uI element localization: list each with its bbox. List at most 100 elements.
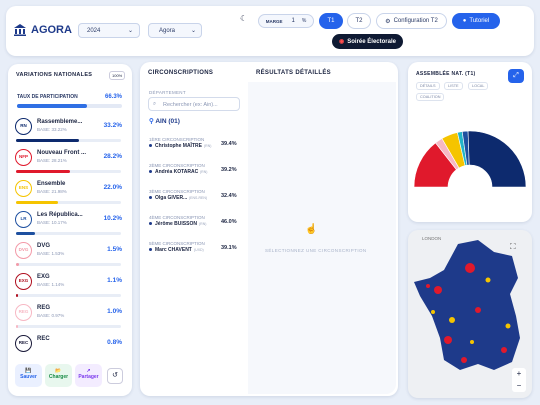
france: [414, 240, 520, 370]
party-base: BASE: 1.53%: [37, 251, 65, 256]
party-value: 28.2%: [103, 153, 122, 160]
search-box[interactable]: ⌕ Rechercher (ex: Ain)...: [148, 97, 240, 111]
party-logo: ENS: [15, 180, 32, 197]
party-track: [16, 294, 121, 297]
circ-name[interactable]: Christophe MAÎTRE: [155, 143, 202, 149]
party-name: Ensemble: [37, 181, 66, 187]
circ-label: 4ÈME CIRCONSCRIPTION: [149, 215, 205, 220]
circ-name[interactable]: Olga GIVER...: [155, 195, 188, 201]
party-value: 1.5%: [107, 246, 122, 253]
party-name: REG: [37, 305, 51, 311]
circ-label: 1ÈRE CIRCONSCRIPTION: [149, 137, 205, 142]
reset-button[interactable]: ↺: [107, 368, 123, 384]
action-button[interactable]: ↗ Partager: [75, 364, 102, 387]
party-track: [16, 201, 121, 204]
hemicycle: [413, 130, 527, 188]
party-logo: LR: [15, 211, 32, 228]
marge-value[interactable]: 1: [291, 18, 295, 24]
circ-dot: [149, 248, 152, 251]
circ-value: 39.2%: [221, 167, 237, 173]
search-icon: ⌕: [153, 101, 157, 107]
circ-value: 39.4%: [221, 141, 237, 147]
marge-label: MARGE: [265, 18, 283, 24]
action-button[interactable]: 💾 Sauver: [15, 364, 42, 387]
config-label: Configuration T2: [393, 18, 438, 24]
party-value: 0.8%: [107, 339, 122, 346]
dept-label: DÉPARTEMENT: [149, 90, 186, 95]
config-icon: ⚙: [385, 18, 391, 25]
party-track: [16, 263, 121, 266]
party-track: [16, 170, 121, 173]
fullscreen-button[interactable]: ⛶: [510, 242, 516, 251]
party-base: BASE: 21.98%: [37, 189, 67, 194]
search-placeholder: Rechercher (ex: Ain)...: [163, 102, 218, 108]
chevron: ⌄: [127, 28, 133, 34]
circ-party: (RN): [199, 222, 207, 226]
circ-dot: [149, 222, 152, 225]
circ-party: (UXD): [194, 248, 204, 252]
assembly-tab[interactable]: COALITION: [416, 93, 445, 101]
party-value: 22.0%: [103, 184, 122, 191]
party-logo: EXG: [15, 273, 32, 290]
evening-button[interactable]: ◉ Soirée Électorale: [332, 34, 403, 49]
party-logo: NFP: [15, 149, 32, 166]
expand-button[interactable]: ⤢: [508, 69, 524, 83]
circ-name[interactable]: Andréa KOTARAC: [155, 169, 199, 175]
circ-dot: [149, 144, 152, 147]
party-bar: [16, 294, 19, 297]
evening-label: Soirée Électorale: [347, 38, 396, 45]
action-label: Charger: [48, 374, 69, 380]
tutorial-button[interactable]: ● Tutoriel: [452, 13, 500, 29]
assembly-title: ASSEMBLÉE NAT. (T1): [416, 71, 476, 77]
national-title: VARIATIONS NATIONALES: [16, 72, 93, 78]
source: Agora: [159, 27, 176, 34]
circ-label: 2ÈME CIRCONSCRIPTION: [149, 163, 205, 168]
config-button[interactable]: ⚙ Configuration T2: [376, 13, 447, 29]
party-name: REC: [37, 336, 50, 342]
yellow-areas: [431, 277, 511, 344]
participation-value: 66.3%: [104, 94, 122, 100]
dept-name: AIN (01): [155, 118, 180, 125]
party-logo: REC: [15, 335, 32, 352]
assembly-tab[interactable]: DÉTAILS: [416, 82, 440, 90]
year: 2024: [87, 27, 101, 34]
party-base: BASE: 28.21%: [37, 158, 67, 163]
circ-dot: [149, 196, 152, 199]
assembly-tab[interactable]: LOCAL: [468, 82, 489, 90]
party-track: [16, 139, 121, 142]
circ-name[interactable]: Marc CHAVENT: [155, 247, 192, 253]
action-button[interactable]: 📂 Charger: [45, 364, 72, 387]
hemicycle-group: [467, 130, 527, 188]
marge: MARGE 1%: [258, 14, 314, 28]
party-name: Les Républica...: [37, 212, 83, 218]
action-label: Partager: [78, 374, 99, 380]
party-base: BASE: 33.22%: [37, 127, 67, 132]
t1-button[interactable]: T1: [319, 13, 343, 29]
chevron: ⌄: [190, 28, 196, 34]
year-select[interactable]: 2024 ⌄: [78, 23, 140, 38]
circ-party: (ENS-REN): [189, 196, 208, 200]
evening-icon: ◉: [339, 39, 345, 45]
party-logo: DVG: [15, 242, 32, 259]
national-panel: VARIATIONS NATIONALES 100% TAUX DE PARTI…: [8, 64, 132, 396]
participation-bar: [17, 104, 87, 108]
theme-toggle[interactable]: ☾: [240, 14, 248, 23]
circ-value: 39.1%: [221, 245, 237, 251]
party-base: BASE: 10.17%: [37, 220, 67, 225]
results-area: [248, 82, 396, 394]
dept: ⚲ AIN (01): [149, 117, 180, 125]
source-select[interactable]: Agora ⌄: [148, 23, 202, 38]
t2-button[interactable]: T2: [347, 13, 371, 29]
action-label: Sauver: [20, 374, 37, 380]
middle-panel: CIRCONSCRIPTIONS RÉSULTATS DÉTAILLÉS DÉP…: [140, 62, 398, 396]
party-base: BASE: 0.97%: [37, 313, 65, 318]
zoom-controls[interactable]: + −: [512, 368, 526, 392]
assembly-tab[interactable]: LISTE: [444, 82, 463, 90]
circ-name[interactable]: Jérôme BUISSON: [155, 221, 197, 227]
participation-track: [17, 104, 122, 108]
party-bar: [16, 263, 19, 266]
party-name: Nouveau Front ...: [37, 150, 87, 156]
party-bar: [16, 325, 18, 328]
tutorial-icon: ●: [462, 18, 467, 24]
circ-value: 46.0%: [221, 219, 237, 225]
